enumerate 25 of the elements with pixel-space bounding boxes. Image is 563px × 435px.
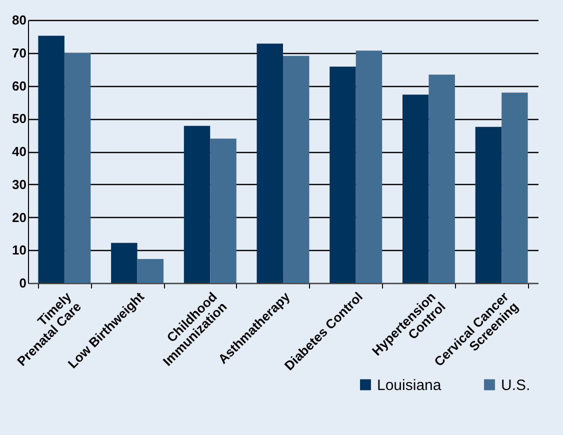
bar [38,36,64,283]
bar [210,138,236,283]
bar [137,259,164,283]
y-tick-label: 40 [12,144,26,159]
bar [502,92,528,283]
bar [256,44,283,283]
y-tick-label: 10 [12,242,26,258]
legend-label: Louisiana [377,376,442,394]
bar [283,56,310,283]
bar [111,242,138,283]
bar [184,126,210,283]
bar [356,50,382,283]
y-tick-label: 0 [19,276,26,290]
y-tick-label: 50 [12,111,26,126]
legend-label: U.S. [501,376,530,394]
y-tick-label: 60 [12,78,26,94]
bar [475,126,502,283]
bar [330,66,356,283]
y-tick-label: 30 [12,176,26,192]
y-tick-label: 70 [12,45,26,60]
bar [402,94,429,283]
y-tick-label: 20 [12,210,26,225]
bar [428,74,455,283]
bar [64,52,91,283]
y-tick-label: 80 [12,12,26,28]
